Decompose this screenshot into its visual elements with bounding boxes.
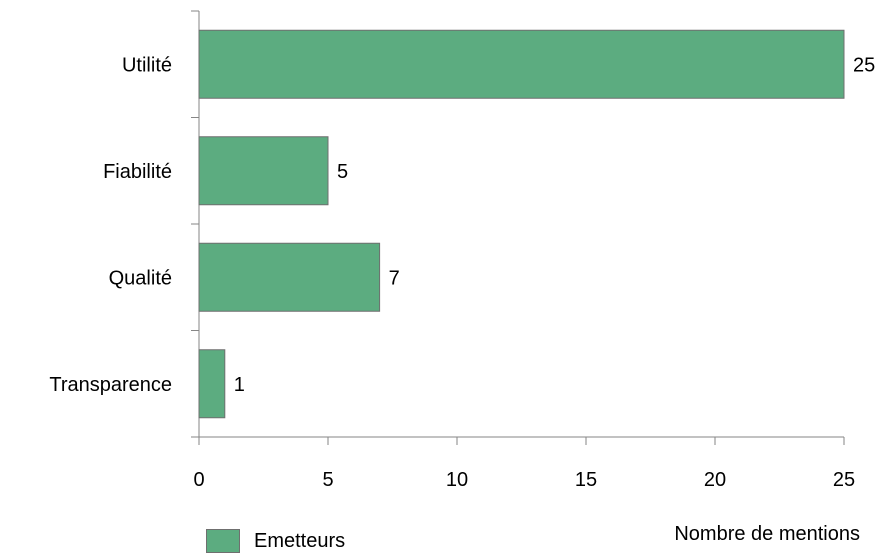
category-label: Fiabilité [103,161,172,183]
x-tick-label: 15 [575,469,597,491]
legend-swatch [206,529,240,553]
x-tick-label: 25 [833,469,855,491]
bar [198,242,381,312]
bar [198,136,329,206]
x-tick-label: 0 [193,469,204,491]
data-label: 7 [389,267,400,289]
bar [198,29,845,99]
x-tick-label: 10 [446,469,468,491]
category-label: Qualité [109,267,172,289]
x-axis-title: Nombre de mentions [674,523,860,545]
data-label: 5 [337,161,348,183]
legend: Emetteurs [206,529,345,553]
x-tick-label: 5 [322,469,333,491]
category-label: Transparence [49,374,172,396]
legend-label: Emetteurs [254,529,346,552]
x-tick-label: 20 [704,469,726,491]
bar [198,349,226,419]
data-label: 25 [853,54,875,76]
data-label: 1 [234,374,245,396]
category-label: Utilité [122,54,172,76]
